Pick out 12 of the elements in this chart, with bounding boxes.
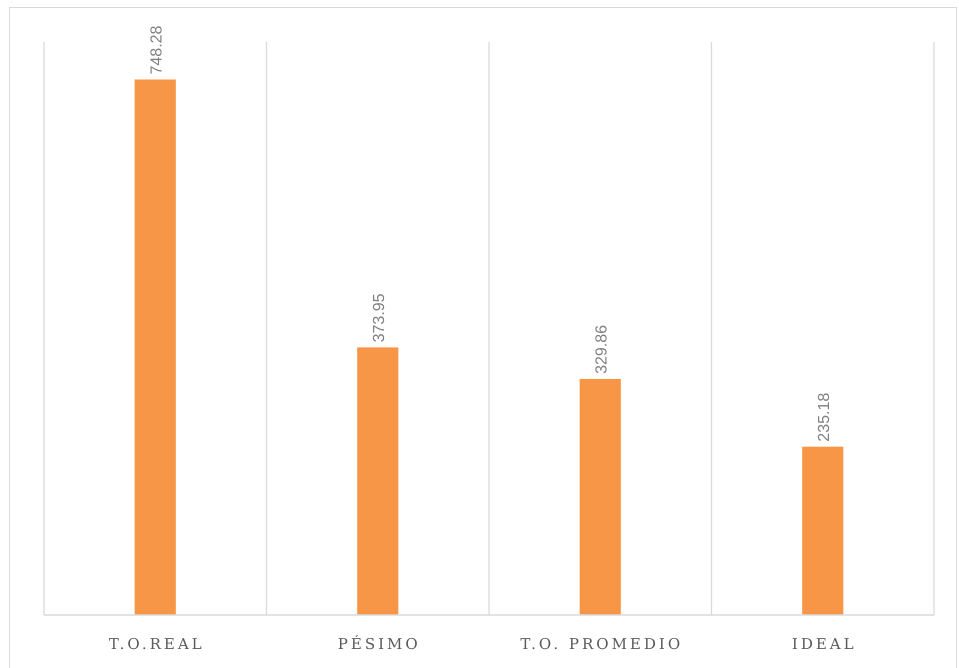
x-tick-label: T.O.REAL — [108, 635, 205, 653]
x-tick-label: T.O. PROMEDIO — [520, 635, 684, 653]
bar — [357, 347, 398, 615]
x-tick-label: PÉSIMO — [338, 635, 421, 653]
bar — [134, 79, 176, 615]
bar — [802, 446, 844, 615]
bar — [580, 378, 621, 615]
data-label: 329.86 — [593, 324, 610, 374]
data-label: 235.18 — [816, 392, 833, 442]
data-label: 373.95 — [370, 293, 388, 342]
data-label: 748.28 — [148, 25, 166, 74]
x-tick-label: IDEAL — [792, 635, 857, 653]
